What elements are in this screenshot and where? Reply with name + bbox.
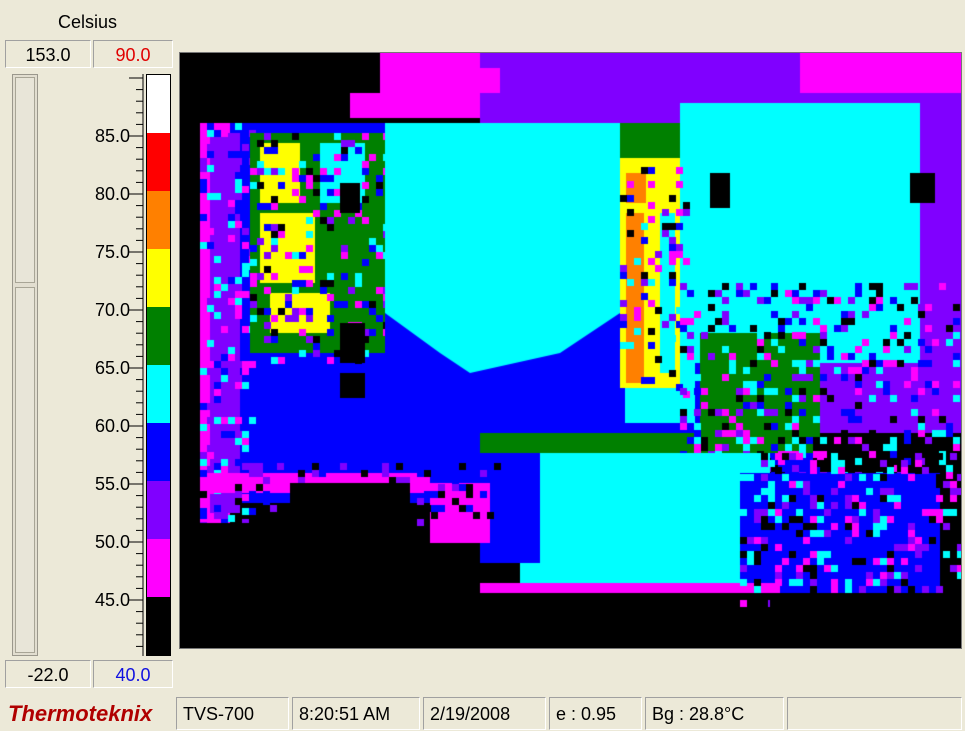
scroll-thumb-lower[interactable] xyxy=(15,287,35,653)
palette-swatch-yellow xyxy=(147,249,170,308)
palette-swatch-red xyxy=(147,133,170,192)
palette-swatch-blue xyxy=(147,423,170,482)
tick-label: 85.0 xyxy=(94,126,130,146)
thermal-image-view[interactable] xyxy=(179,52,962,649)
palette-swatch-violet xyxy=(147,481,170,540)
range-scrollbar[interactable] xyxy=(12,74,38,656)
tick-marks xyxy=(129,74,144,656)
capture-date: 2/19/2008 xyxy=(423,697,546,730)
tick-label: 55.0 xyxy=(94,474,130,494)
capture-time: 8:20:51 AM xyxy=(292,697,420,730)
thermal-image xyxy=(180,53,961,648)
tick-label: 80.0 xyxy=(94,184,130,204)
tick-label: 60.0 xyxy=(94,416,130,436)
scroll-thumb-upper[interactable] xyxy=(15,77,35,283)
palette-swatch-white xyxy=(147,75,170,134)
level-max-field[interactable]: 90.0 xyxy=(93,40,173,68)
status-empty-cell xyxy=(787,697,962,730)
emissivity: e : 0.95 xyxy=(549,697,642,730)
status-bar: Thermoteknix TVS-700 8:20:51 AM 2/19/200… xyxy=(0,697,965,731)
tick-label: 70.0 xyxy=(94,300,130,320)
palette-swatch-green xyxy=(147,307,170,366)
color-palette xyxy=(146,74,171,656)
tick-label: 50.0 xyxy=(94,532,130,552)
tick-label: 45.0 xyxy=(94,590,130,610)
camera-model: TVS-700 xyxy=(176,697,289,730)
temperature-scale: 85.0 80.0 75.0 70.0 65.0 60.0 55.0 50.0 45.0 xyxy=(40,74,144,656)
palette-swatch-magenta xyxy=(147,539,170,598)
palette-swatch-orange xyxy=(147,191,170,250)
brand-logo: Thermoteknix xyxy=(8,701,153,726)
tick-label: 75.0 xyxy=(94,242,130,262)
unit-label: Celsius xyxy=(58,12,118,32)
palette-swatch-black xyxy=(147,597,170,655)
background-temperature: Bg : 28.8°C xyxy=(645,697,784,730)
range-min-field[interactable]: -22.0 xyxy=(5,660,91,688)
palette-swatch-cyan xyxy=(147,365,170,424)
level-min-field[interactable]: 40.0 xyxy=(93,660,173,688)
tick-label: 65.0 xyxy=(94,358,130,378)
range-max-field[interactable]: 153.0 xyxy=(5,40,91,68)
